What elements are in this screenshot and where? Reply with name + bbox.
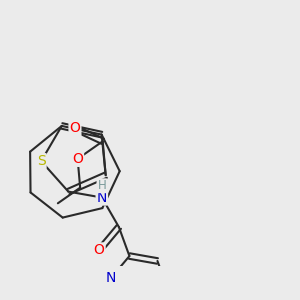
- Text: N: N: [97, 190, 107, 205]
- Text: H: H: [98, 179, 106, 192]
- Text: O: O: [72, 152, 83, 166]
- Text: S: S: [37, 154, 46, 168]
- Text: N: N: [106, 271, 116, 285]
- Text: O: O: [94, 243, 105, 257]
- Text: O: O: [70, 122, 80, 135]
